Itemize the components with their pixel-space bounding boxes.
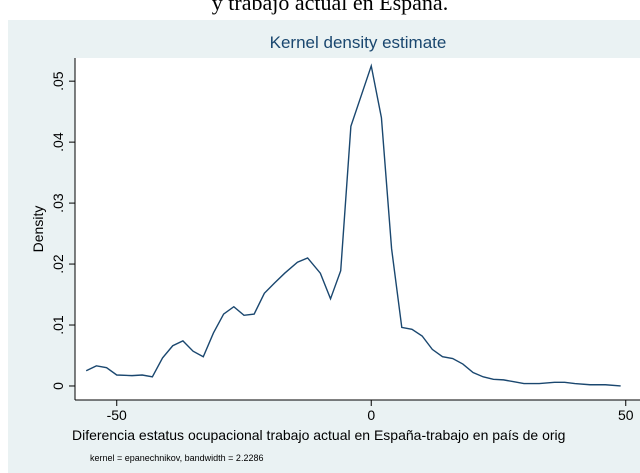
y-axis-label: Density [30,206,46,253]
x-axis-label: Diferencia estatus ocupacional trabajo a… [72,427,565,443]
y-tick-label: .04 [50,132,66,152]
heading: y trabajo actual en España. [212,0,448,15]
x-tick-label: 0 [367,407,375,423]
density-line [85,63,621,387]
x-tick-label: 50 [618,407,634,423]
x-tick-label: -50 [107,407,127,423]
y-tick-label: 0 [50,382,66,390]
y-tick-label: .03 [50,193,66,213]
note: kernel = epanechnikov, bandwidth = 2.228… [90,453,263,463]
chart-title: Kernel density estimate [270,33,447,52]
y-tick-label: .05 [50,71,66,91]
plot-region [75,58,640,400]
y-tick-label: .01 [50,315,66,335]
y-tick-label: .02 [50,254,66,274]
